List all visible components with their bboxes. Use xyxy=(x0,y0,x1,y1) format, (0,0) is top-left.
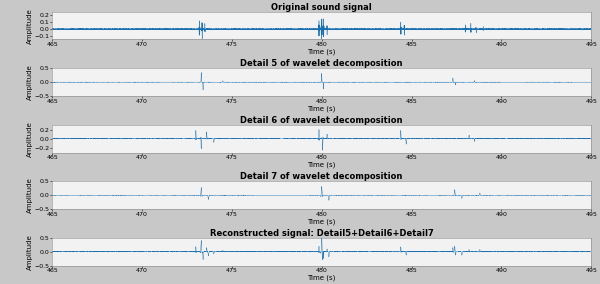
X-axis label: Time (s): Time (s) xyxy=(307,105,336,112)
Title: Detail 6 of wavelet decomposition: Detail 6 of wavelet decomposition xyxy=(241,116,403,125)
Y-axis label: Amplitude: Amplitude xyxy=(27,64,33,100)
Title: Detail 5 of wavelet decomposition: Detail 5 of wavelet decomposition xyxy=(241,59,403,68)
Y-axis label: Amplitude: Amplitude xyxy=(27,121,33,156)
X-axis label: Time (s): Time (s) xyxy=(307,49,336,55)
X-axis label: Time (s): Time (s) xyxy=(307,275,336,281)
Title: Original sound signal: Original sound signal xyxy=(271,3,372,12)
X-axis label: Time (s): Time (s) xyxy=(307,162,336,168)
Y-axis label: Amplitude: Amplitude xyxy=(27,234,33,270)
Title: Reconstructed signal: Detail5+Detail6+Detail7: Reconstructed signal: Detail5+Detail6+De… xyxy=(210,229,434,238)
X-axis label: Time (s): Time (s) xyxy=(307,218,336,225)
Title: Detail 7 of wavelet decomposition: Detail 7 of wavelet decomposition xyxy=(241,172,403,181)
Y-axis label: Amplitude: Amplitude xyxy=(27,8,33,43)
Y-axis label: Amplitude: Amplitude xyxy=(27,177,33,213)
